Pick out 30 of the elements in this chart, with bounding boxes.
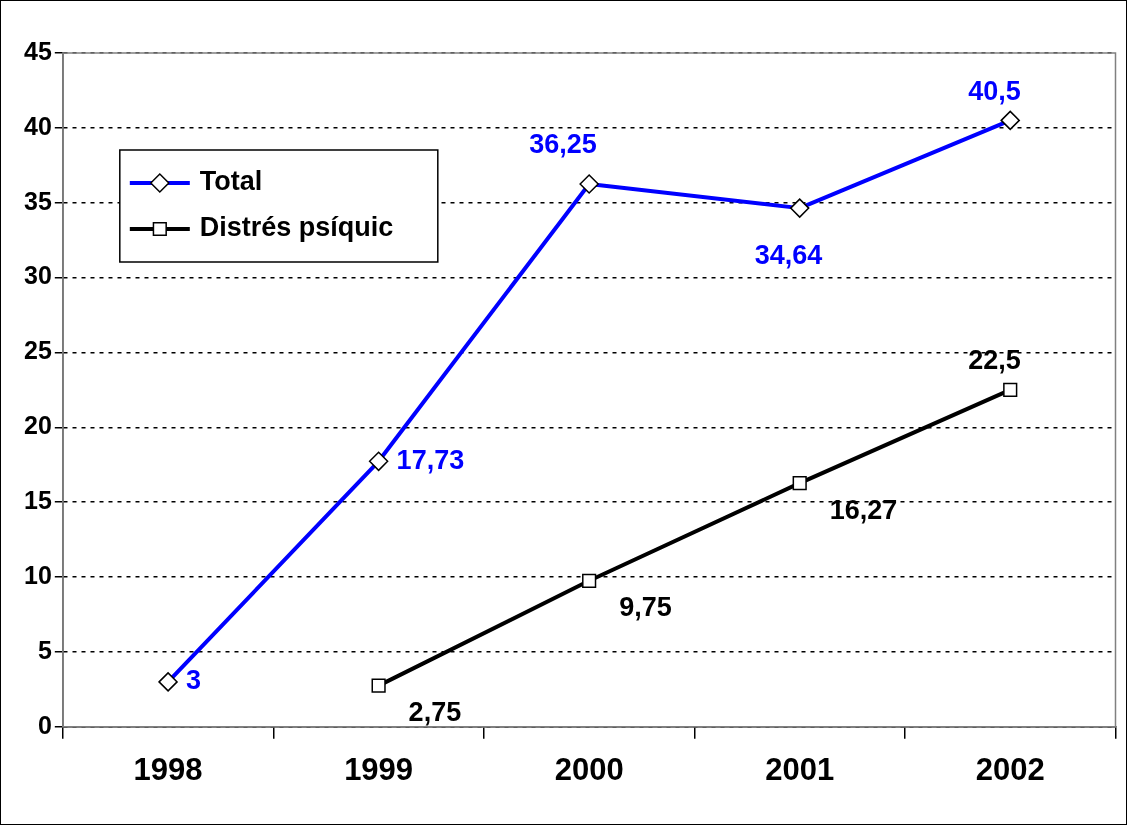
point <box>792 476 807 491</box>
y-tick-label: 20 <box>24 411 52 440</box>
y-tick-label: 0 <box>37 710 52 739</box>
y-tick-label: 30 <box>24 261 52 290</box>
data-label: 16,27 <box>829 494 898 525</box>
legend-label: Total <box>199 166 263 197</box>
data-label: 9,75 <box>619 592 672 623</box>
y-tick-label: 5 <box>37 635 52 664</box>
y-tick-label: 15 <box>24 486 52 515</box>
y-tick-label: 25 <box>24 336 52 365</box>
x-tick-label: 2002 <box>975 751 1045 787</box>
y-tick-label: 45 <box>24 36 52 65</box>
data-label: 3 <box>186 665 202 696</box>
x-tick-label: 1998 <box>133 751 203 787</box>
point <box>1003 382 1018 398</box>
y-tick-label: 35 <box>24 186 52 215</box>
y-tick-label: 40 <box>24 111 52 140</box>
point <box>371 678 386 693</box>
data-label: 17,73 <box>396 444 465 475</box>
legend-label: Distrés psíquic <box>199 212 394 243</box>
x-tick-label: 2000 <box>554 751 624 787</box>
x-tick-label: 2001 <box>765 751 835 787</box>
data-label: 34,64 <box>754 239 823 270</box>
data-label: 36,25 <box>529 129 597 160</box>
point <box>582 573 597 588</box>
y-tick-label: 10 <box>24 560 52 589</box>
data-label: 22,5 <box>968 345 1021 376</box>
data-label: 40,5 <box>968 75 1021 106</box>
x-tick-label: 1999 <box>344 751 414 787</box>
data-label: 2,75 <box>408 697 462 728</box>
